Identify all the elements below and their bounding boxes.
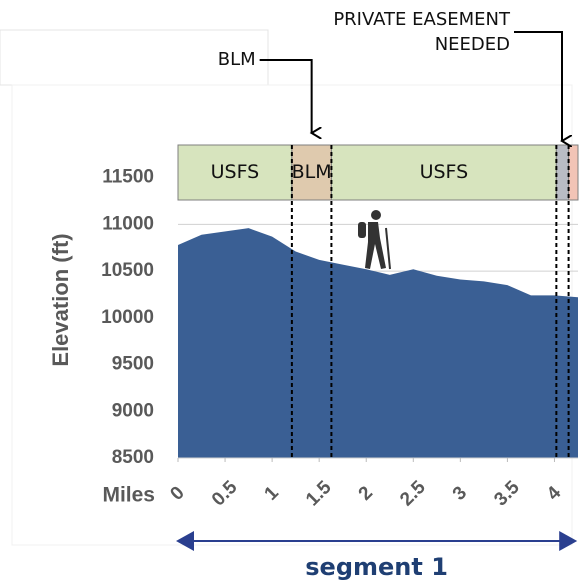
x-axis-label: Miles — [102, 484, 155, 507]
land-segment — [177, 144, 293, 201]
x-tick-label: 4 — [543, 482, 566, 505]
segment-label: segment 1 — [305, 553, 448, 581]
land-segment — [568, 144, 579, 201]
y-tick-label: 11000 — [102, 213, 154, 234]
x-tick-label: 3 — [449, 482, 471, 504]
plot: 8500 9000 9500 10000 10500 11000 11500 Elevatio… — [48, 9, 579, 581]
land-label: USFS — [420, 161, 469, 183]
annotation: PRIVATE EASEMENT — [333, 9, 511, 30]
blank-box — [0, 29, 269, 86]
x-tick-label: 1.5 — [302, 477, 336, 511]
y-tick-label: 8500 — [112, 447, 154, 468]
land-label: BLM — [292, 161, 332, 183]
x-tick-label: 1 — [261, 482, 284, 505]
annotation: BLM — [218, 49, 256, 70]
land-segment — [555, 144, 570, 201]
elevation-area — [178, 228, 578, 458]
y-tick-label: 9500 — [112, 354, 154, 375]
segment-arrow-left — [176, 531, 194, 551]
land-segment — [330, 144, 557, 201]
annotation-arrow — [259, 59, 312, 133]
y-tick-label: 9000 — [112, 400, 154, 421]
x-tick-label: 2 — [355, 482, 377, 504]
y-tick-label: 11500 — [102, 167, 154, 188]
x-tick-label: 2.5 — [396, 477, 430, 511]
land-label: USFS — [211, 161, 260, 183]
y-tick-label: 10500 — [101, 260, 154, 281]
y-axis-label: Elevation (ft) — [48, 233, 73, 366]
y-tick-label: 10000 — [101, 307, 154, 328]
annotation: NEEDED — [435, 34, 510, 55]
segment-arrow-right — [559, 531, 578, 551]
x-tick-label: 0.5 — [208, 477, 242, 511]
hiker-icon — [358, 210, 391, 270]
x-tick-label: 3.5 — [490, 477, 524, 511]
annotation-arrow — [514, 31, 562, 141]
x-tick-label: 0 — [166, 482, 188, 504]
